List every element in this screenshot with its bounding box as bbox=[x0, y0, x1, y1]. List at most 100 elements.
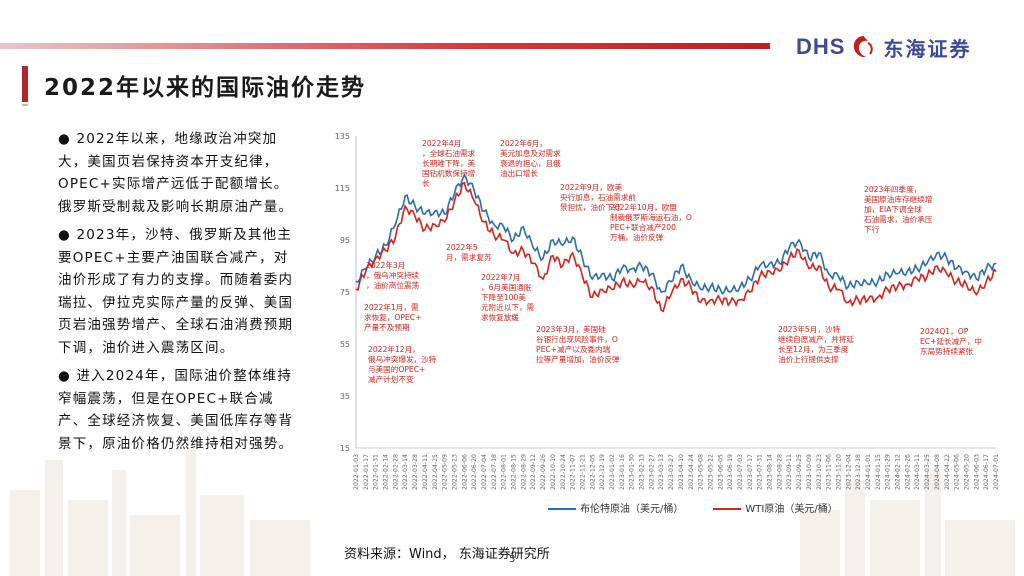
x-tick-label: 2023-02-27 bbox=[648, 454, 655, 490]
series-line-wti bbox=[355, 181, 997, 313]
chart-annotation-line: 国钻机数保持增 bbox=[422, 168, 475, 178]
chart-annotation: 2024Q1，OP EC+延长减产，中东局势持续紧张 bbox=[920, 327, 982, 356]
chart-annotation-line: 2022年12月， bbox=[368, 344, 420, 354]
data-point-wti bbox=[601, 288, 603, 290]
data-point-brent bbox=[463, 174, 465, 176]
page-title: 2022年以来的国际油价走势 bbox=[44, 75, 367, 101]
data-point-brent bbox=[729, 291, 731, 293]
data-point-wti bbox=[828, 286, 830, 288]
legend-item-brent: 布伦特原油（美元/桶） bbox=[548, 500, 683, 515]
data-point-brent bbox=[631, 268, 633, 270]
data-point-brent bbox=[946, 257, 948, 259]
x-tick-label: 2023-08-28 bbox=[776, 454, 783, 490]
x-tick-label: 2023-08-14 bbox=[767, 454, 774, 490]
x-tick-label: 2023-02-13 bbox=[639, 454, 646, 490]
x-tick-label: 2024-03-25 bbox=[924, 454, 931, 490]
x-tick-label: 2022-04-25 bbox=[432, 454, 439, 490]
x-tick-label: 2023-05-08 bbox=[698, 454, 705, 490]
data-point-brent bbox=[414, 205, 416, 207]
data-point-brent bbox=[532, 247, 534, 249]
data-point-brent bbox=[837, 275, 839, 277]
data-point-brent bbox=[522, 226, 524, 228]
bullet-list: ● 2022年以来，地缘政治冲突加大，美国页岩保持资本开支纪律，OPEC+实际增… bbox=[58, 128, 300, 461]
chart-annotation: 2022年12月，俄乌冲突爆发，沙特与美国的OPEC+减产计划不变 bbox=[368, 344, 437, 384]
data-point-brent bbox=[709, 286, 711, 288]
chart-annotation-line: 2023年3月，美国硅 bbox=[536, 324, 606, 334]
data-point-wti bbox=[453, 200, 455, 202]
data-point-wti bbox=[631, 283, 633, 285]
data-point-brent bbox=[936, 252, 938, 254]
x-tick-label: 2024-07-01 bbox=[993, 454, 1000, 490]
data-point-wti bbox=[404, 205, 406, 207]
data-point-wti bbox=[975, 294, 977, 296]
data-point-wti bbox=[641, 281, 643, 283]
x-tick-label: 2022-08-15 bbox=[511, 454, 518, 490]
x-tick-label: 2023-09-25 bbox=[796, 454, 803, 490]
data-point-brent bbox=[778, 262, 780, 264]
y-tick-label: 55 bbox=[340, 340, 350, 349]
data-point-brent bbox=[788, 247, 790, 249]
data-point-wti bbox=[837, 288, 839, 290]
data-point-brent bbox=[650, 273, 652, 275]
chart-annotation-line: 长 bbox=[422, 178, 430, 188]
x-tick-label: 2022-02-28 bbox=[392, 454, 399, 490]
x-tick-label: 2024-01-29 bbox=[885, 454, 892, 490]
x-tick-label: 2024-02-12 bbox=[895, 454, 902, 490]
data-point-wti bbox=[985, 281, 987, 283]
data-point-wti bbox=[621, 281, 623, 283]
y-tick-label: 95 bbox=[340, 236, 350, 245]
chart-annotation-line: 2023年四季度， bbox=[864, 184, 921, 194]
data-point-wti bbox=[522, 249, 524, 251]
chart-annotation-line: 月，需求复苏 bbox=[446, 252, 492, 262]
data-point-wti bbox=[857, 299, 859, 301]
chart-annotation-line: ，俄乌冲突持续 bbox=[366, 270, 420, 280]
y-tick-label: 75 bbox=[340, 288, 350, 297]
bullet-item: ● 2023年，沙特、俄罗斯及其他主要OPEC+主要产油国联合减产，对油价形成了… bbox=[58, 227, 294, 356]
data-point-brent bbox=[985, 268, 987, 270]
x-tick-label: 2023-11-20 bbox=[835, 454, 842, 490]
data-point-brent bbox=[552, 239, 554, 241]
data-point-brent bbox=[562, 244, 564, 246]
logo-chinese: 东海证券 bbox=[883, 36, 972, 61]
data-point-brent bbox=[828, 273, 830, 275]
data-point-brent bbox=[424, 213, 426, 215]
chart-legend: 布伦特原油（美元/桶） WTI原油（美元/桶） bbox=[548, 500, 838, 515]
chart-annotation-line: 2022年4月 bbox=[422, 138, 461, 148]
data-point-brent bbox=[355, 281, 357, 283]
chart-annotation-line: 元附近以下，需 bbox=[481, 302, 535, 312]
x-tick-label: 2023-10-23 bbox=[816, 454, 823, 490]
chart-annotation-line: 与美国的OPEC+ bbox=[368, 364, 425, 374]
data-point-brent bbox=[404, 195, 406, 197]
chart-annotation: 2022年9月，欧美央行加息，石油需求前景担忧，油价下行 bbox=[560, 182, 636, 212]
chart-annotation-line: 油出口增长 bbox=[500, 168, 538, 178]
bullet-item: ● 进入2024年，国际油价整体维持窄幅震荡，但是在OPEC+联合减产、全球经济… bbox=[58, 368, 294, 452]
chart-annotation: 2022年5 月，需求复苏 bbox=[446, 242, 492, 262]
data-point-wti bbox=[414, 216, 416, 218]
x-tick-label: 2022-03-14 bbox=[402, 454, 409, 490]
dragon-logo-icon bbox=[854, 36, 874, 58]
data-point-wti bbox=[670, 294, 672, 296]
data-point-wti bbox=[798, 249, 800, 251]
data-point-wti bbox=[562, 265, 564, 267]
x-tick-label: 2022-10-24 bbox=[560, 454, 567, 490]
data-point-brent bbox=[956, 268, 958, 270]
data-point-brent bbox=[798, 239, 800, 241]
x-tick-label: 2023-11-06 bbox=[826, 454, 833, 490]
chart-annotation-line: ，全球石油需求 bbox=[422, 148, 476, 158]
chart-annotation-line: 央行加息，石油需求前 bbox=[560, 192, 636, 202]
chart-annotation: 2022年6月，美元加息及对需求衰退的担心，且俄油出口增长 bbox=[500, 138, 561, 178]
chart-annotation-line: 长期难下降，美 bbox=[422, 158, 476, 168]
x-tick-label: 2023-05-22 bbox=[707, 454, 714, 490]
data-point-brent bbox=[670, 281, 672, 283]
x-tick-label: 2023-07-03 bbox=[737, 454, 744, 490]
x-tick-label: 2022-05-23 bbox=[451, 454, 458, 490]
data-point-wti bbox=[749, 291, 751, 293]
x-tick-label: 2024-02-26 bbox=[904, 454, 911, 490]
chart-annotation-line: 美元加息及对需求 bbox=[500, 148, 561, 158]
data-point-brent bbox=[542, 257, 544, 259]
chart-annotation-line: 2022年9月，欧美 bbox=[560, 182, 623, 192]
chart-annotation-line: 2022年7月 bbox=[481, 272, 520, 282]
data-point-wti bbox=[709, 299, 711, 301]
x-tick-label: 2024-04-22 bbox=[944, 454, 951, 490]
x-tick-label: 2022-03-28 bbox=[412, 454, 419, 490]
